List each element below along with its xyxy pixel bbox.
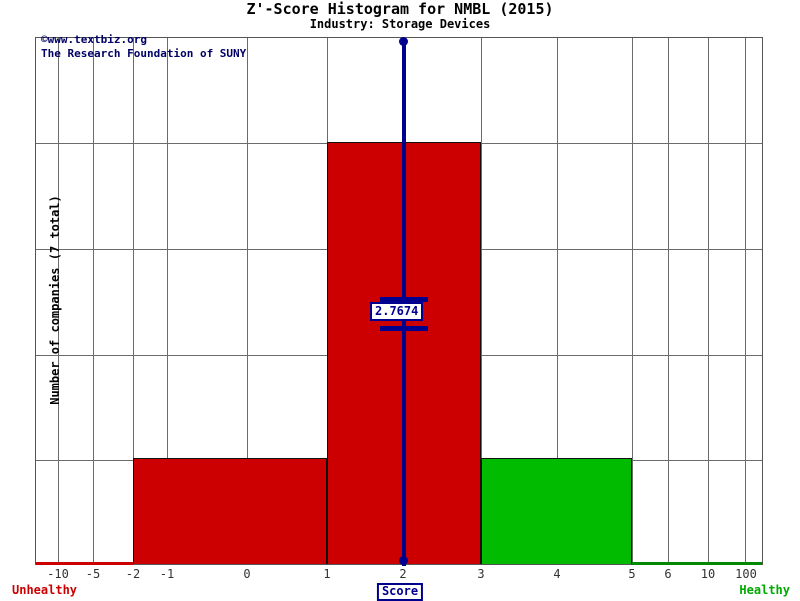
chart-title: Z'-Score Histogram for NMBL (2015) <box>246 0 554 18</box>
plot-area: 2.7674 ©www.textbiz.org The Research Fou… <box>35 33 763 566</box>
x-axis-tick-label: 3 <box>477 567 485 581</box>
x-axis-tick-label: 2 <box>399 567 407 581</box>
score-marker-cap-lower <box>380 326 428 331</box>
zone-label-unhealthy: Unhealthy <box>12 583 78 597</box>
gridline-vertical <box>247 38 248 564</box>
score-marker-dot-bottom <box>399 556 408 565</box>
zone-strip-healthy <box>632 562 762 565</box>
copyright-line-1: ©www.textbiz.org <box>41 33 147 46</box>
x-axis-tick-label: 1 <box>323 567 331 581</box>
gridline-vertical <box>167 38 168 564</box>
histogram-bar <box>481 458 632 564</box>
x-axis-tick-label: -1 <box>159 567 175 581</box>
x-axis-tick-label: 10 <box>700 567 716 581</box>
gridline-vertical <box>481 38 482 564</box>
gridline-vertical <box>745 38 746 564</box>
gridline-vertical <box>557 38 558 564</box>
x-axis-title: Score <box>376 583 424 601</box>
x-axis-tick-label: -10 <box>47 567 69 581</box>
gridline-vertical <box>58 38 59 564</box>
y-axis-title: Number of companies (7 total) <box>48 195 62 405</box>
x-axis-tick-label: -2 <box>125 567 141 581</box>
x-axis-tick-label: 4 <box>553 567 561 581</box>
chart-subtitle: Industry: Storage Devices <box>309 17 491 31</box>
x-axis-tick-label: -5 <box>85 567 101 581</box>
score-marker-cap-upper <box>380 297 428 302</box>
gridline-vertical <box>668 38 669 564</box>
gridline-vertical <box>632 38 633 564</box>
score-marker-dot-top <box>399 37 408 46</box>
x-axis-tick-label: 100 <box>735 567 757 581</box>
x-axis-tick-label: 6 <box>664 567 672 581</box>
zone-strip-unhealthy <box>36 562 133 565</box>
x-axis-tick-label: 5 <box>628 567 636 581</box>
histogram-bar <box>133 458 327 564</box>
x-axis-tick-label: 0 <box>243 567 251 581</box>
copyright-line-2: The Research Foundation of SUNY <box>41 47 247 60</box>
gridline-vertical <box>708 38 709 564</box>
score-marker-label: 2.7674 <box>370 302 424 321</box>
zone-label-healthy: Healthy <box>739 583 790 597</box>
copyright-block: ©www.textbiz.org The Research Foundation… <box>41 33 246 61</box>
gridline-vertical <box>93 38 94 564</box>
gridline-vertical <box>133 38 134 564</box>
